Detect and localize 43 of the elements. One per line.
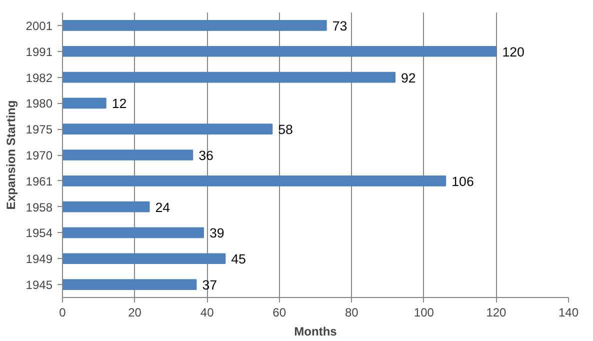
bar bbox=[62, 279, 197, 290]
bar bbox=[62, 150, 194, 160]
x-tick-label: 60 bbox=[272, 306, 286, 320]
y-tick-label: 1970 bbox=[26, 148, 53, 162]
y-tick-label: 1945 bbox=[26, 278, 53, 292]
bar bbox=[62, 201, 150, 212]
y-tick-label: 1991 bbox=[26, 44, 53, 59]
data-label: 36 bbox=[198, 148, 214, 163]
y-tick-label: 1949 bbox=[26, 252, 53, 266]
bar bbox=[62, 98, 106, 109]
x-tick-label: 40 bbox=[200, 306, 214, 320]
x-tick-label: 120 bbox=[486, 306, 507, 320]
y-tick-label: 1954 bbox=[26, 226, 53, 240]
x-axis-title: Months bbox=[294, 324, 338, 338]
bar bbox=[62, 72, 396, 83]
bar bbox=[62, 227, 204, 238]
y-tick-label: 2001 bbox=[26, 18, 53, 33]
bar bbox=[62, 253, 226, 264]
data-label: 37 bbox=[202, 278, 218, 293]
y-tick-label: 1975 bbox=[26, 122, 53, 137]
y-tick-label: 1958 bbox=[26, 200, 53, 214]
data-label: 92 bbox=[401, 70, 416, 86]
data-label: 58 bbox=[278, 122, 293, 138]
bar bbox=[62, 175, 446, 186]
x-tick-label: 80 bbox=[344, 306, 359, 320]
y-tick-label: 1961 bbox=[26, 174, 53, 188]
data-label: 45 bbox=[231, 252, 246, 267]
x-tick-label: 100 bbox=[414, 306, 434, 320]
x-tick-label: 0 bbox=[59, 306, 66, 320]
data-label: 106 bbox=[452, 174, 474, 189]
data-label: 120 bbox=[502, 44, 524, 60]
data-label: 39 bbox=[209, 226, 224, 241]
y-tick-label: 1982 bbox=[26, 70, 53, 85]
y-axis-title: Expansion Starting bbox=[4, 100, 18, 210]
x-tick-label: 20 bbox=[128, 306, 142, 320]
data-label: 12 bbox=[112, 96, 127, 112]
data-label: 73 bbox=[332, 18, 348, 34]
data-label: 24 bbox=[155, 200, 171, 215]
bar bbox=[62, 20, 327, 31]
x-tick-label: 140 bbox=[558, 306, 579, 320]
bar bbox=[62, 124, 273, 135]
y-tick-label: 1980 bbox=[26, 96, 53, 111]
bar bbox=[62, 46, 497, 57]
